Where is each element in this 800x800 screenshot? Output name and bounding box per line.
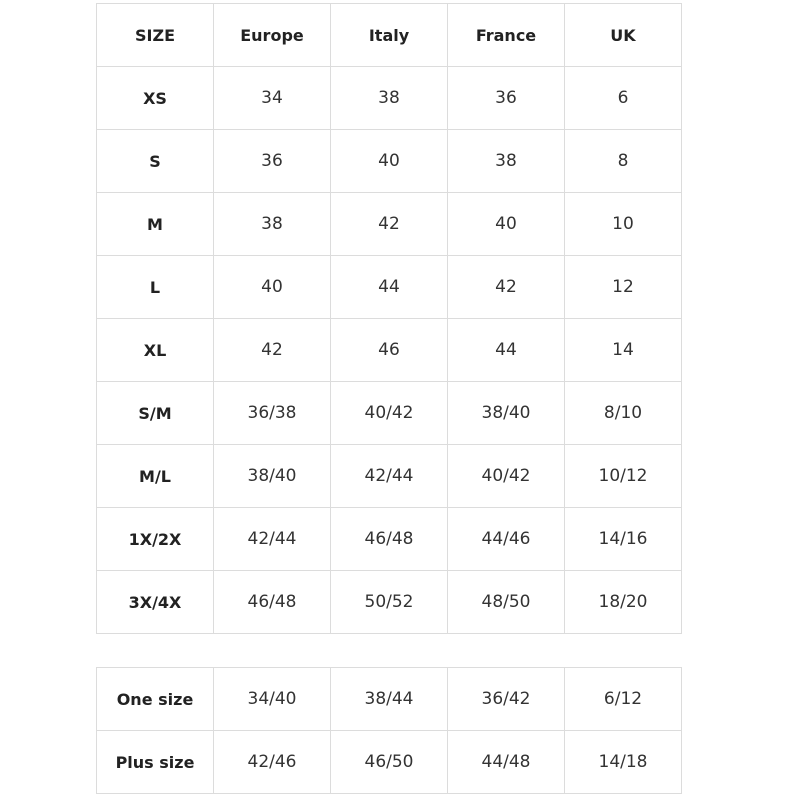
header-cell: France — [447, 3, 565, 67]
size-label: One size — [96, 667, 214, 731]
table-row: 3X/4X 46/48 50/52 48/50 18/20 — [96, 570, 682, 634]
size-label: 1X/2X — [96, 507, 214, 571]
header-cell: Europe — [213, 3, 331, 67]
size-value: 44 — [447, 318, 565, 382]
size-value: 44 — [330, 255, 448, 319]
size-value: 14/18 — [564, 730, 682, 794]
size-value: 42/44 — [213, 507, 331, 571]
size-label: M — [96, 192, 214, 256]
size-value: 38 — [213, 192, 331, 256]
size-value: 36 — [447, 66, 565, 130]
size-value: 6 — [564, 66, 682, 130]
size-value: 36/38 — [213, 381, 331, 445]
size-value: 44/48 — [447, 730, 565, 794]
size-value: 46 — [330, 318, 448, 382]
size-value: 6/12 — [564, 667, 682, 731]
size-value: 12 — [564, 255, 682, 319]
size-value: 46/50 — [330, 730, 448, 794]
table-row: L 40 44 42 12 — [96, 255, 682, 319]
size-label: XS — [96, 66, 214, 130]
table-row: M/L 38/40 42/44 40/42 10/12 — [96, 444, 682, 508]
size-label: XL — [96, 318, 214, 382]
size-value: 38 — [447, 129, 565, 193]
table-row: S/M 36/38 40/42 38/40 8/10 — [96, 381, 682, 445]
size-value: 8/10 — [564, 381, 682, 445]
size-value: 14 — [564, 318, 682, 382]
table-row: XS 34 38 36 6 — [96, 66, 682, 130]
size-value: 40 — [213, 255, 331, 319]
size-value: 36/42 — [447, 667, 565, 731]
size-label: M/L — [96, 444, 214, 508]
size-label: 3X/4X — [96, 570, 214, 634]
size-value: 8 — [564, 129, 682, 193]
size-value: 10 — [564, 192, 682, 256]
size-value: 46/48 — [330, 507, 448, 571]
size-value: 38/40 — [213, 444, 331, 508]
size-label: Plus size — [96, 730, 214, 794]
size-value: 40/42 — [447, 444, 565, 508]
size-value: 14/16 — [564, 507, 682, 571]
size-label: L — [96, 255, 214, 319]
size-value: 42/46 — [213, 730, 331, 794]
header-row: SIZE Europe Italy France UK — [96, 3, 682, 67]
size-value: 46/48 — [213, 570, 331, 634]
table-row: 1X/2X 42/44 46/48 44/46 14/16 — [96, 507, 682, 571]
table-row: XL 42 46 44 14 — [96, 318, 682, 382]
table-row: One size 34/40 38/44 36/42 6/12 — [96, 667, 682, 731]
size-value: 48/50 — [447, 570, 565, 634]
size-value: 38 — [330, 66, 448, 130]
size-label: S — [96, 129, 214, 193]
size-label: S/M — [96, 381, 214, 445]
size-table-extra: One size 34/40 38/44 36/42 6/12 Plus size 42/4… — [96, 667, 682, 794]
size-value: 36 — [213, 129, 331, 193]
size-value: 44/46 — [447, 507, 565, 571]
size-value: 42 — [447, 255, 565, 319]
size-value: 42/44 — [330, 444, 448, 508]
table-row: S 36 40 38 8 — [96, 129, 682, 193]
size-value: 38/44 — [330, 667, 448, 731]
size-table: SIZE Europe Italy France UK XS 34 38 36 6 S 36 40 38 8… — [96, 3, 682, 634]
size-value: 42 — [330, 192, 448, 256]
header-cell: Italy — [330, 3, 448, 67]
table-row: Plus size 42/46 46/50 44/48 14/18 — [96, 730, 682, 794]
table-row: M 38 42 40 10 — [96, 192, 682, 256]
size-value: 34 — [213, 66, 331, 130]
size-value: 50/52 — [330, 570, 448, 634]
size-value: 42 — [213, 318, 331, 382]
size-value: 18/20 — [564, 570, 682, 634]
size-value: 34/40 — [213, 667, 331, 731]
header-cell: UK — [564, 3, 682, 67]
size-value: 40 — [447, 192, 565, 256]
size-value: 10/12 — [564, 444, 682, 508]
size-value: 40/42 — [330, 381, 448, 445]
size-value: 38/40 — [447, 381, 565, 445]
size-value: 40 — [330, 129, 448, 193]
header-cell: SIZE — [96, 3, 214, 67]
